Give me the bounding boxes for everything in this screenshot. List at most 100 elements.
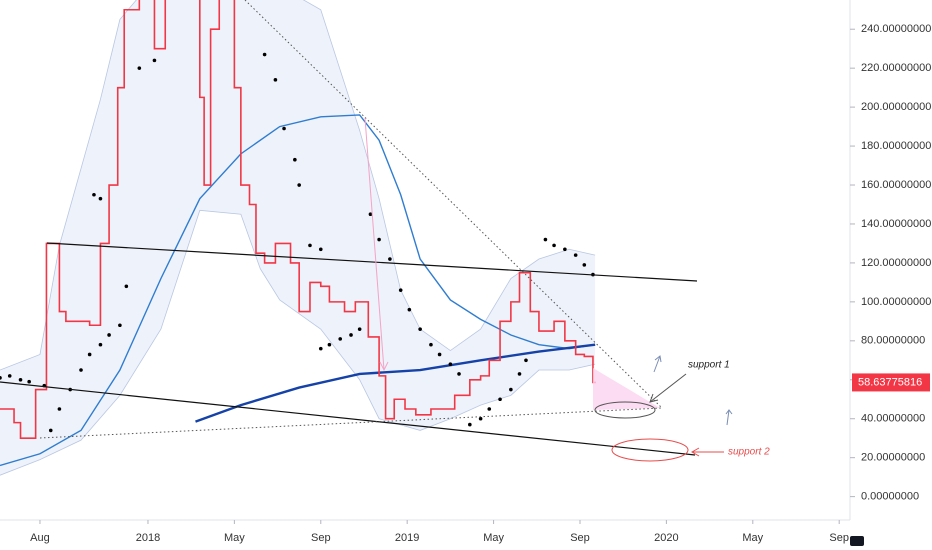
- y-tick-label: 40.00000000: [861, 413, 925, 425]
- x-tick-label: Sep: [829, 532, 849, 544]
- base-line: [39, 407, 663, 439]
- support-1-arrow-head: [649, 393, 659, 403]
- sar-dot: [87, 352, 92, 357]
- sar-dot: [407, 307, 412, 312]
- x-tick-label: May: [483, 532, 504, 544]
- ellipse-support-1: [594, 401, 656, 419]
- sar-dot: [498, 397, 502, 402]
- band-fill: [0, 0, 596, 476]
- sar-dot: [18, 377, 23, 382]
- sar-dot: [137, 66, 142, 70]
- sar-dot: [457, 372, 461, 376]
- sar-dot: [327, 342, 332, 347]
- y-tick-label: 180.00000000: [861, 140, 931, 152]
- sar-dot: [152, 58, 157, 63]
- sar-dot: [349, 333, 353, 337]
- up-arrow-head: [725, 409, 733, 415]
- sar-dot: [357, 327, 362, 331]
- sar-dot: [573, 253, 578, 257]
- sar-dot: [98, 342, 103, 347]
- sar-dot: [563, 247, 567, 252]
- drawings: [0, 0, 733, 462]
- sar-dot: [478, 416, 483, 421]
- y-tick-label: 220.00000000: [861, 62, 931, 74]
- x-tick-label: Sep: [311, 532, 331, 544]
- sar-dot: [107, 333, 111, 337]
- sar-dot: [429, 342, 433, 347]
- sar-dot: [0, 376, 2, 380]
- y-tick-label: 80.00000000: [861, 335, 925, 347]
- drop-arrow: [364, 117, 385, 371]
- y-tick-label: 0.00000000: [861, 491, 919, 503]
- sar-dot: [468, 422, 472, 427]
- sar-dot: [118, 323, 122, 328]
- up-arrow: [726, 409, 730, 426]
- plot-area: [0, 0, 596, 476]
- projection-shade: [593, 368, 660, 410]
- sar-dot: [377, 237, 381, 242]
- x-tick-label: May: [742, 532, 763, 544]
- sar-dot: [92, 192, 96, 197]
- line-series: [195, 343, 596, 423]
- sar-dot: [517, 372, 522, 376]
- x-tick-label: May: [224, 532, 245, 544]
- annotation: support 1: [688, 360, 730, 371]
- sar-dot: [437, 352, 442, 357]
- sar-dot: [273, 78, 278, 82]
- ellipse-support-2: [611, 438, 689, 462]
- sar-dot: [388, 257, 392, 261]
- sar-dot: [48, 428, 53, 433]
- last-price-box: [852, 373, 930, 392]
- sar-dot: [318, 247, 323, 252]
- y-tick-label: 140.00000000: [861, 218, 931, 230]
- sar-dot: [27, 379, 31, 384]
- up-arrow: [653, 355, 661, 373]
- price-step: [0, 0, 596, 440]
- y-tick-label: 120.00000000: [861, 257, 931, 269]
- support-2-arrow-head: [690, 447, 700, 457]
- x-tick-label: Sep: [570, 532, 590, 544]
- support-1-arrow: [649, 373, 687, 403]
- sar-dot: [79, 368, 83, 372]
- sar-dot: [338, 337, 343, 341]
- logo: [850, 536, 864, 546]
- sar-dot: [524, 358, 528, 363]
- sar-dot: [418, 327, 422, 331]
- sar-dot: [308, 243, 312, 248]
- x-tick-label: 2019: [395, 532, 419, 544]
- up-arrow-head: [654, 355, 662, 363]
- x-tick-label: 2020: [654, 532, 678, 544]
- line-series: [0, 0, 596, 371]
- sar-dot: [543, 237, 548, 242]
- line-series: [0, 209, 596, 476]
- sar-dot: [368, 212, 373, 217]
- sar-dot: [7, 374, 12, 378]
- y-tick-label: 240.00000000: [861, 23, 931, 35]
- sar-dot: [398, 288, 403, 292]
- x-tick-label: 2018: [136, 532, 160, 544]
- sar-dot: [98, 196, 103, 201]
- sar-dot: [57, 407, 62, 411]
- sar-dot: [552, 243, 556, 248]
- support-line: [0, 381, 696, 456]
- sar-dot: [293, 157, 297, 162]
- drop-arrow-head: [379, 361, 389, 372]
- sar-dot: [487, 407, 492, 411]
- resistance-line: [46, 242, 698, 282]
- sar-dot: [297, 183, 301, 187]
- downtrend-line: [244, 0, 663, 409]
- last-price-label: 58.63775816: [858, 376, 922, 388]
- sar-dot: [318, 346, 323, 351]
- sar-dot: [448, 362, 453, 366]
- y-tick-label: 20.00000000: [861, 452, 925, 464]
- y-tick-label: 200.00000000: [861, 101, 931, 113]
- sar-dot: [509, 387, 513, 392]
- sar-dot: [262, 52, 267, 57]
- x-tick-label: Aug: [30, 532, 50, 544]
- y-tick-label: 160.00000000: [861, 179, 931, 191]
- annotation: support 2: [728, 447, 770, 458]
- y-tick-label: 100.00000000: [861, 296, 931, 308]
- sar-dot: [282, 126, 286, 131]
- sar-dot: [124, 284, 129, 289]
